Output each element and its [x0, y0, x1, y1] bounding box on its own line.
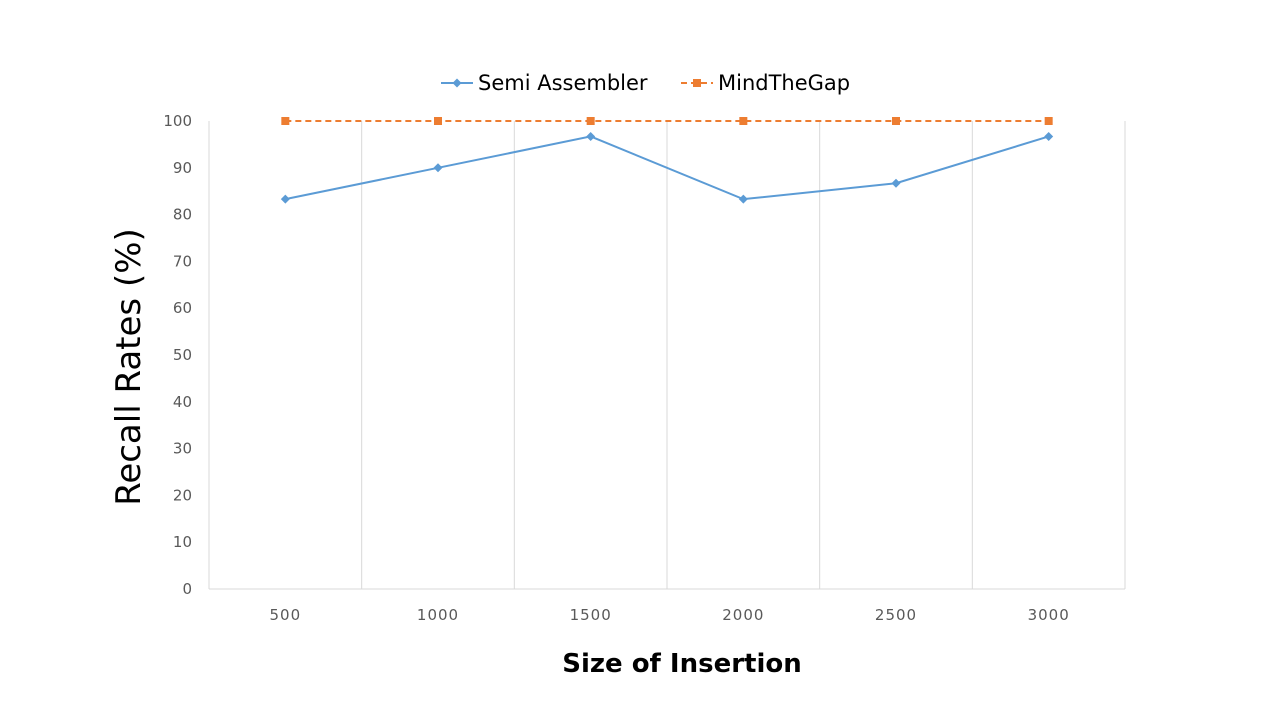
legend-item: MindTheGap — [681, 71, 850, 95]
legend-marker — [452, 78, 462, 88]
x-axis-title: Size of Insertion — [562, 649, 802, 679]
y-tick-label: 70 — [173, 252, 192, 270]
legend-label: MindTheGap — [718, 71, 850, 95]
axes — [208, 121, 1125, 590]
y-tick-label: 20 — [173, 486, 192, 504]
y-tick-label: 90 — [173, 159, 192, 177]
data-point — [434, 117, 442, 125]
x-tick-label: 2000 — [722, 606, 764, 624]
series-line — [285, 135, 1049, 201]
data-point — [280, 194, 290, 204]
data-point — [739, 117, 748, 125]
data-point — [892, 117, 900, 125]
x-tick-label: 500 — [270, 606, 302, 624]
y-tick-label: 40 — [173, 393, 192, 411]
series-mindthegap — [281, 117, 1053, 125]
data-point — [281, 117, 290, 125]
data-point — [1044, 117, 1053, 125]
y-tick-label: 50 — [173, 346, 192, 364]
legend: Semi Assembler MindTheGap — [441, 71, 850, 95]
legend-marker — [693, 79, 701, 87]
y-tick-label: 0 — [182, 580, 192, 598]
y-tick-label: 60 — [173, 299, 192, 317]
x-tick-label: 1000 — [417, 606, 459, 624]
data-point — [1044, 131, 1054, 141]
y-tick-label: 80 — [173, 206, 192, 224]
y-tick-label: 10 — [173, 533, 192, 551]
data-point — [891, 178, 901, 188]
series-layer — [280, 117, 1054, 204]
data-point — [586, 131, 596, 141]
y-tick-label: 30 — [173, 440, 192, 458]
legend-label: Semi Assembler — [478, 71, 648, 95]
data-point — [433, 163, 443, 173]
tick-labels: 0 10 20 30 40 50 60 70 80 90 100 500 1000 1500 2000 250… — [163, 112, 1070, 624]
legend-item: Semi Assembler — [441, 71, 648, 95]
gridlines — [361, 121, 1126, 589]
y-axis-title: Recall Rates (%) — [109, 228, 149, 506]
series-semi-assembler — [280, 131, 1054, 204]
y-tick-label: 100 — [163, 112, 192, 130]
x-tick-label: 1500 — [570, 606, 612, 624]
data-point — [738, 194, 748, 204]
x-tick-label: 3000 — [1028, 606, 1070, 624]
x-tick-label: 2500 — [875, 606, 917, 624]
data-point — [586, 117, 595, 125]
